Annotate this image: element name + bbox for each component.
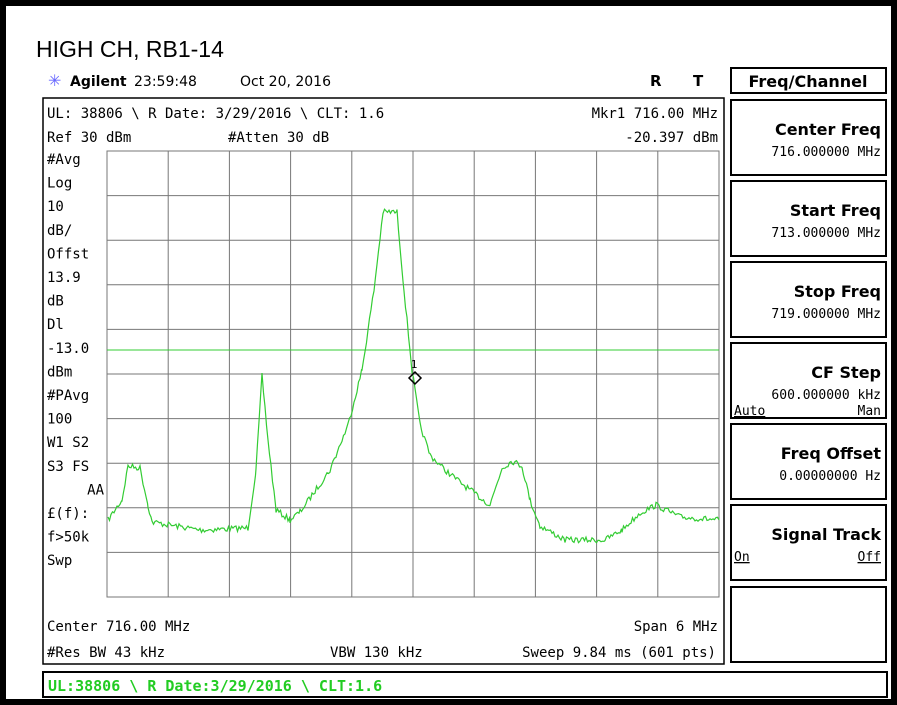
softkey-option[interactable]: Auto [734, 404, 765, 419]
softkey[interactable]: Stop Freq 719.000000 MHz [730, 261, 887, 338]
marker: Mkr1 716.00 MHz [592, 106, 718, 122]
side-label: Dl [47, 317, 64, 333]
softkey-box[interactable] [730, 99, 887, 176]
softkey-label[interactable]: Start Freq [790, 201, 881, 220]
softkey-label[interactable]: CF Step [811, 363, 881, 382]
atten: #Atten 30 dB [228, 130, 329, 146]
date: Oct 20, 2016 [240, 74, 331, 90]
top-line: UL: 38806 \ R Date: 3/29/2016 \ CLT: 1.6 [47, 106, 384, 122]
side-label: S3 FS [47, 459, 89, 475]
softkey-option[interactable]: Man [858, 404, 881, 419]
softkey-value: 0.00000000 Hz [779, 469, 881, 484]
side-label: dBm [47, 364, 72, 380]
marker-value: -20.397 dBm [625, 130, 718, 146]
softkey-box[interactable] [730, 261, 887, 338]
side-label: 10 [47, 199, 64, 215]
status-box [42, 671, 888, 698]
flag: T [693, 72, 704, 90]
softkey[interactable]: Freq Offset 0.00000000 Hz [730, 423, 887, 500]
softkey[interactable]: Center Freq 716.000000 MHz [730, 99, 887, 176]
span: Span 6 MHz [634, 619, 718, 635]
menu-title-box [730, 67, 887, 94]
title: HIGH CH, RB1-14 [36, 36, 224, 62]
side-label: 100 [47, 412, 72, 428]
softkey[interactable]: CF Step 600.000000 kHz Auto Man [730, 342, 887, 419]
softkey-value: 713.000000 MHz [771, 226, 881, 241]
softkey-value: 600.000000 kHz [771, 388, 881, 403]
time: 23:59:48 [134, 74, 197, 90]
side-label: W1 S2 [47, 435, 89, 451]
softkey-box[interactable] [730, 342, 887, 419]
softkey-option[interactable]: On [734, 550, 750, 565]
center: Center 716.00 MHz [47, 619, 190, 635]
side-label: dB [47, 294, 64, 310]
marker-id: 1 [411, 358, 418, 371]
graticule-border [106, 150, 720, 598]
softkey-value: 716.000000 MHz [771, 145, 881, 160]
flag: R [650, 72, 662, 90]
screen [42, 97, 725, 665]
res-bw: #Res BW 43 kHz [47, 645, 165, 661]
side-label: Log [47, 176, 72, 192]
side-label: AA [87, 482, 104, 498]
softkey-box[interactable] [730, 423, 887, 500]
side-label: -13.0 [47, 341, 89, 357]
side-label: dB/ [47, 223, 72, 239]
side-label: 13.9 [47, 270, 81, 286]
softkey-option[interactable]: Off [858, 550, 881, 565]
status-bar: UL:38806 \ R Date:3/29/2016 \ CLT:1.6 [48, 677, 382, 695]
softkey-label[interactable]: Freq Offset [781, 444, 882, 463]
softkey-box[interactable] [730, 586, 887, 663]
side-label: #PAvg [47, 388, 89, 404]
logo: ✳ [48, 73, 61, 90]
softkey[interactable]: Start Freq 713.000000 MHz [730, 180, 887, 257]
side-label: f>50k [47, 530, 90, 546]
sweep: Sweep 9.84 ms (601 pts) [522, 645, 716, 661]
menu-title: Freq/Channel [749, 72, 868, 91]
side-label: Offst [47, 246, 89, 262]
softkey-label[interactable]: Center Freq [775, 120, 881, 139]
softkey[interactable]: Signal Track On Off [730, 504, 887, 581]
graticule [107, 151, 719, 597]
brand: Agilent [70, 74, 127, 90]
marker-diamond [407, 370, 423, 386]
side-label: #Avg [47, 152, 81, 168]
softkey-label[interactable]: Stop Freq [794, 282, 881, 301]
softkey-box[interactable] [730, 180, 887, 257]
side-label: £(f): [47, 506, 89, 522]
softkey-label[interactable]: Signal Track [771, 525, 881, 544]
ref: Ref 30 dBm [47, 130, 131, 146]
vbw: VBW 130 kHz [330, 645, 423, 661]
softkey-box[interactable] [730, 504, 887, 581]
side-label: Swp [47, 553, 72, 569]
softkey-value: 719.000000 MHz [771, 307, 881, 322]
